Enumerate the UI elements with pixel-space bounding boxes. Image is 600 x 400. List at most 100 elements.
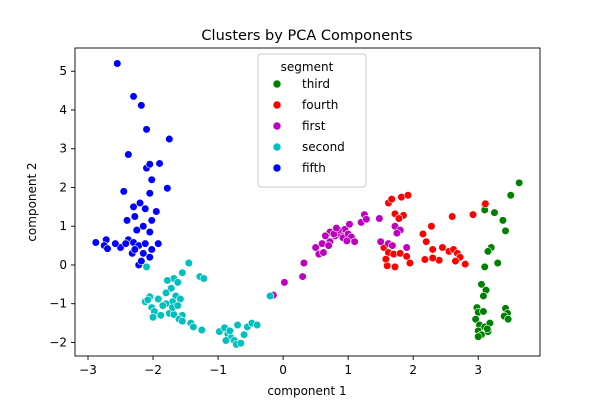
data-point-fourth — [383, 261, 392, 270]
data-point-second — [178, 268, 187, 277]
legend: segment third fourth first second fifth — [257, 53, 367, 188]
data-point-fifth — [129, 202, 138, 211]
data-point-fourth — [438, 243, 447, 252]
data-point-second — [163, 276, 172, 285]
data-point-fifth — [147, 245, 156, 254]
legend-label-fourth: fourth — [302, 98, 338, 112]
data-point-first — [280, 278, 289, 287]
data-point-first — [319, 248, 328, 257]
legend-marker-third — [272, 79, 282, 89]
data-point-first — [321, 231, 330, 240]
data-point-first — [324, 241, 333, 250]
data-point-fourth — [428, 245, 437, 254]
x-tick-label: 2 — [409, 363, 417, 377]
data-point-fourth — [461, 260, 470, 269]
data-point-fifth — [137, 101, 146, 110]
data-point-first — [350, 237, 359, 246]
data-point-fourth — [428, 253, 437, 263]
data-point-fourth — [394, 214, 403, 223]
y-axis-label: component 2 — [25, 162, 39, 241]
data-point-third — [490, 208, 499, 217]
legend-label-fifth: fifth — [302, 161, 326, 175]
data-point-second — [233, 320, 242, 330]
data-point-second — [184, 258, 193, 268]
y-tick-label: 0 — [59, 258, 67, 272]
data-point-fifth — [129, 92, 138, 101]
data-point-second — [154, 294, 163, 304]
data-point-fourth — [402, 252, 411, 261]
legend-box — [257, 53, 367, 188]
points-layer — [91, 59, 524, 349]
data-point-third — [471, 315, 480, 324]
data-point-third — [479, 291, 488, 301]
data-point-fifth — [142, 125, 151, 134]
data-point-third — [506, 191, 515, 200]
data-point-third — [483, 324, 492, 333]
data-point-fourth — [448, 212, 457, 221]
data-point-first — [376, 237, 385, 246]
data-point-fourth — [387, 194, 396, 204]
x-axis-label: component 1 — [267, 384, 346, 398]
data-point-fourth — [418, 229, 428, 239]
data-point-second — [236, 339, 245, 348]
data-point-fifth — [145, 227, 154, 237]
data-point-third — [515, 178, 524, 187]
data-point-fifth — [141, 239, 150, 248]
x-tick-label: 1 — [344, 363, 352, 377]
data-point-third — [480, 262, 489, 271]
legend-label-third: third — [302, 77, 330, 91]
data-point-second — [225, 326, 234, 335]
data-point-fifth — [130, 245, 139, 254]
data-point-fifth — [145, 189, 154, 198]
data-point-third — [479, 307, 488, 316]
legend-marker-first — [272, 121, 282, 131]
data-point-first — [299, 258, 309, 268]
data-point-fifth — [111, 239, 120, 248]
data-point-third — [493, 258, 502, 268]
data-point-second — [189, 322, 198, 332]
data-point-third — [474, 332, 483, 341]
data-point-fifth — [91, 238, 100, 247]
data-point-fourth — [403, 191, 413, 200]
data-point-fifth — [141, 204, 150, 213]
x-tick-label: 3 — [474, 363, 482, 377]
data-point-first — [311, 243, 320, 252]
y-tick-label: 1 — [59, 219, 67, 233]
data-point-fifth — [137, 256, 146, 266]
data-point-fifth — [147, 175, 156, 184]
data-point-fourth — [468, 210, 478, 219]
legend-marker-second — [272, 142, 282, 152]
data-point-third — [498, 216, 508, 225]
chart-title: Clusters by PCA Components — [201, 28, 412, 44]
data-point-third — [483, 247, 493, 256]
data-point-fifth — [135, 198, 145, 208]
data-point-fourth — [451, 256, 460, 266]
data-point-first — [392, 229, 402, 238]
legend-label-second: second — [302, 140, 345, 154]
y-tick-label: 2 — [59, 180, 67, 194]
data-point-second — [178, 317, 187, 326]
data-point-fifth — [121, 239, 130, 248]
legend-items: third fourth first second fifth — [272, 77, 345, 175]
data-point-first — [298, 272, 307, 281]
x-tick-label: −3 — [79, 363, 97, 377]
y-tick-label: 4 — [59, 103, 67, 117]
x-tick-label: −2 — [144, 363, 162, 377]
data-point-second — [266, 291, 275, 301]
x-axis: −3 −2 −1 0 1 2 3 — [79, 356, 482, 377]
data-point-second — [173, 301, 182, 310]
data-point-second — [143, 295, 152, 304]
data-point-fifth — [139, 249, 148, 258]
data-point-third — [504, 315, 513, 324]
data-point-second — [221, 336, 230, 345]
data-point-third — [477, 280, 486, 289]
data-point-second — [142, 262, 151, 271]
data-point-fourth — [405, 258, 415, 268]
data-point-third — [501, 226, 510, 235]
data-point-fifth — [132, 225, 141, 235]
data-point-fourth — [381, 255, 390, 264]
data-point-second — [252, 320, 262, 330]
data-point-fifth — [113, 59, 122, 68]
x-tick-label: 0 — [279, 363, 287, 377]
legend-label-first: first — [302, 119, 326, 133]
